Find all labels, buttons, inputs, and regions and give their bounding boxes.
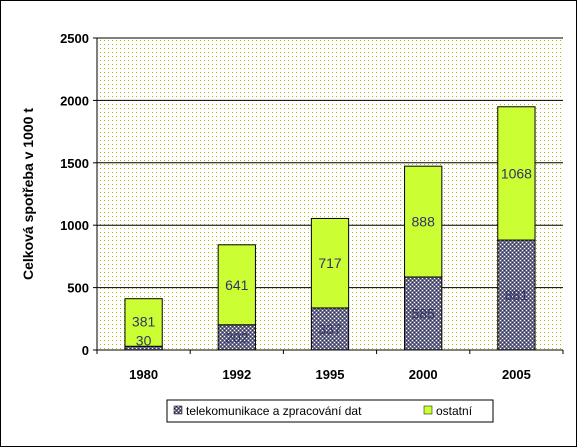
- bars: [124, 106, 536, 351]
- data-label-telekomunikace-2000: 585: [412, 305, 436, 321]
- x-tick-label-2005: 2005: [502, 367, 531, 382]
- legend: telekomunikace a zpracování dat ostatní: [166, 399, 494, 423]
- data-label-ostatni-2000: 888: [412, 214, 436, 230]
- y-tick-label-4: 2000: [60, 93, 89, 108]
- bar-ostatni-1995: [310, 217, 350, 309]
- y-tick-label-0: 0: [82, 343, 89, 358]
- data-label-telekomunikace-2005: 881: [505, 287, 529, 303]
- y-tick-label-1: 500: [67, 281, 89, 296]
- data-labels: 30 381 202 641 337 717 585 888 881 1068: [132, 165, 532, 348]
- bar-telekomunikace-1992: [217, 324, 256, 351]
- bar-ostatni-1980: [124, 298, 163, 347]
- x-tick-label-2000: 2000: [409, 367, 438, 382]
- data-label-telekomunikace-1992: 202: [225, 329, 249, 345]
- x-tick-label-1992: 1992: [222, 367, 251, 382]
- x-tick-label-1980: 1980: [129, 367, 158, 382]
- bar-telekomunikace-1995: [310, 307, 350, 351]
- bar-telekomunikace-2005: [497, 239, 536, 351]
- data-label-ostatni-1992: 641: [225, 277, 249, 293]
- y-tick-label-2: 1000: [60, 218, 89, 233]
- data-label-ostatni-1980: 381: [132, 313, 156, 329]
- bar-ostatni-2005: [497, 106, 536, 241]
- bar-ostatni-2000: [404, 165, 443, 278]
- y-tick-label-3: 1500: [60, 156, 89, 171]
- y-tick-labels: 0 500 1000 1500 2000 2500: [60, 31, 89, 358]
- bar-ostatni-1992: [217, 244, 256, 326]
- data-label-telekomunikace-1980: 30: [136, 332, 152, 348]
- axes: [93, 37, 564, 354]
- x-tick-labels: 1980 1992 1995 2000 2005: [129, 367, 531, 382]
- bar-telekomunikace-2000: [404, 276, 443, 351]
- x-tick-label-1995: 1995: [316, 367, 345, 382]
- legend-box: [166, 399, 494, 423]
- data-label-ostatni-2005: 1068: [501, 165, 532, 181]
- data-label-telekomunikace-1995: 337: [318, 321, 342, 337]
- legend-swatch-ostatni: [423, 405, 433, 415]
- legend-label-ostatni: ostatní: [436, 404, 473, 418]
- y-axis-label: Celková spotřeba v 1000 t: [20, 108, 36, 280]
- y-tick-label-5: 2500: [60, 31, 89, 46]
- data-label-ostatni-1995: 717: [318, 255, 342, 271]
- legend-swatch-telekomunikace: [173, 405, 183, 415]
- legend-label-telekomunikace: telekomunikace a zpracování dat: [186, 404, 362, 418]
